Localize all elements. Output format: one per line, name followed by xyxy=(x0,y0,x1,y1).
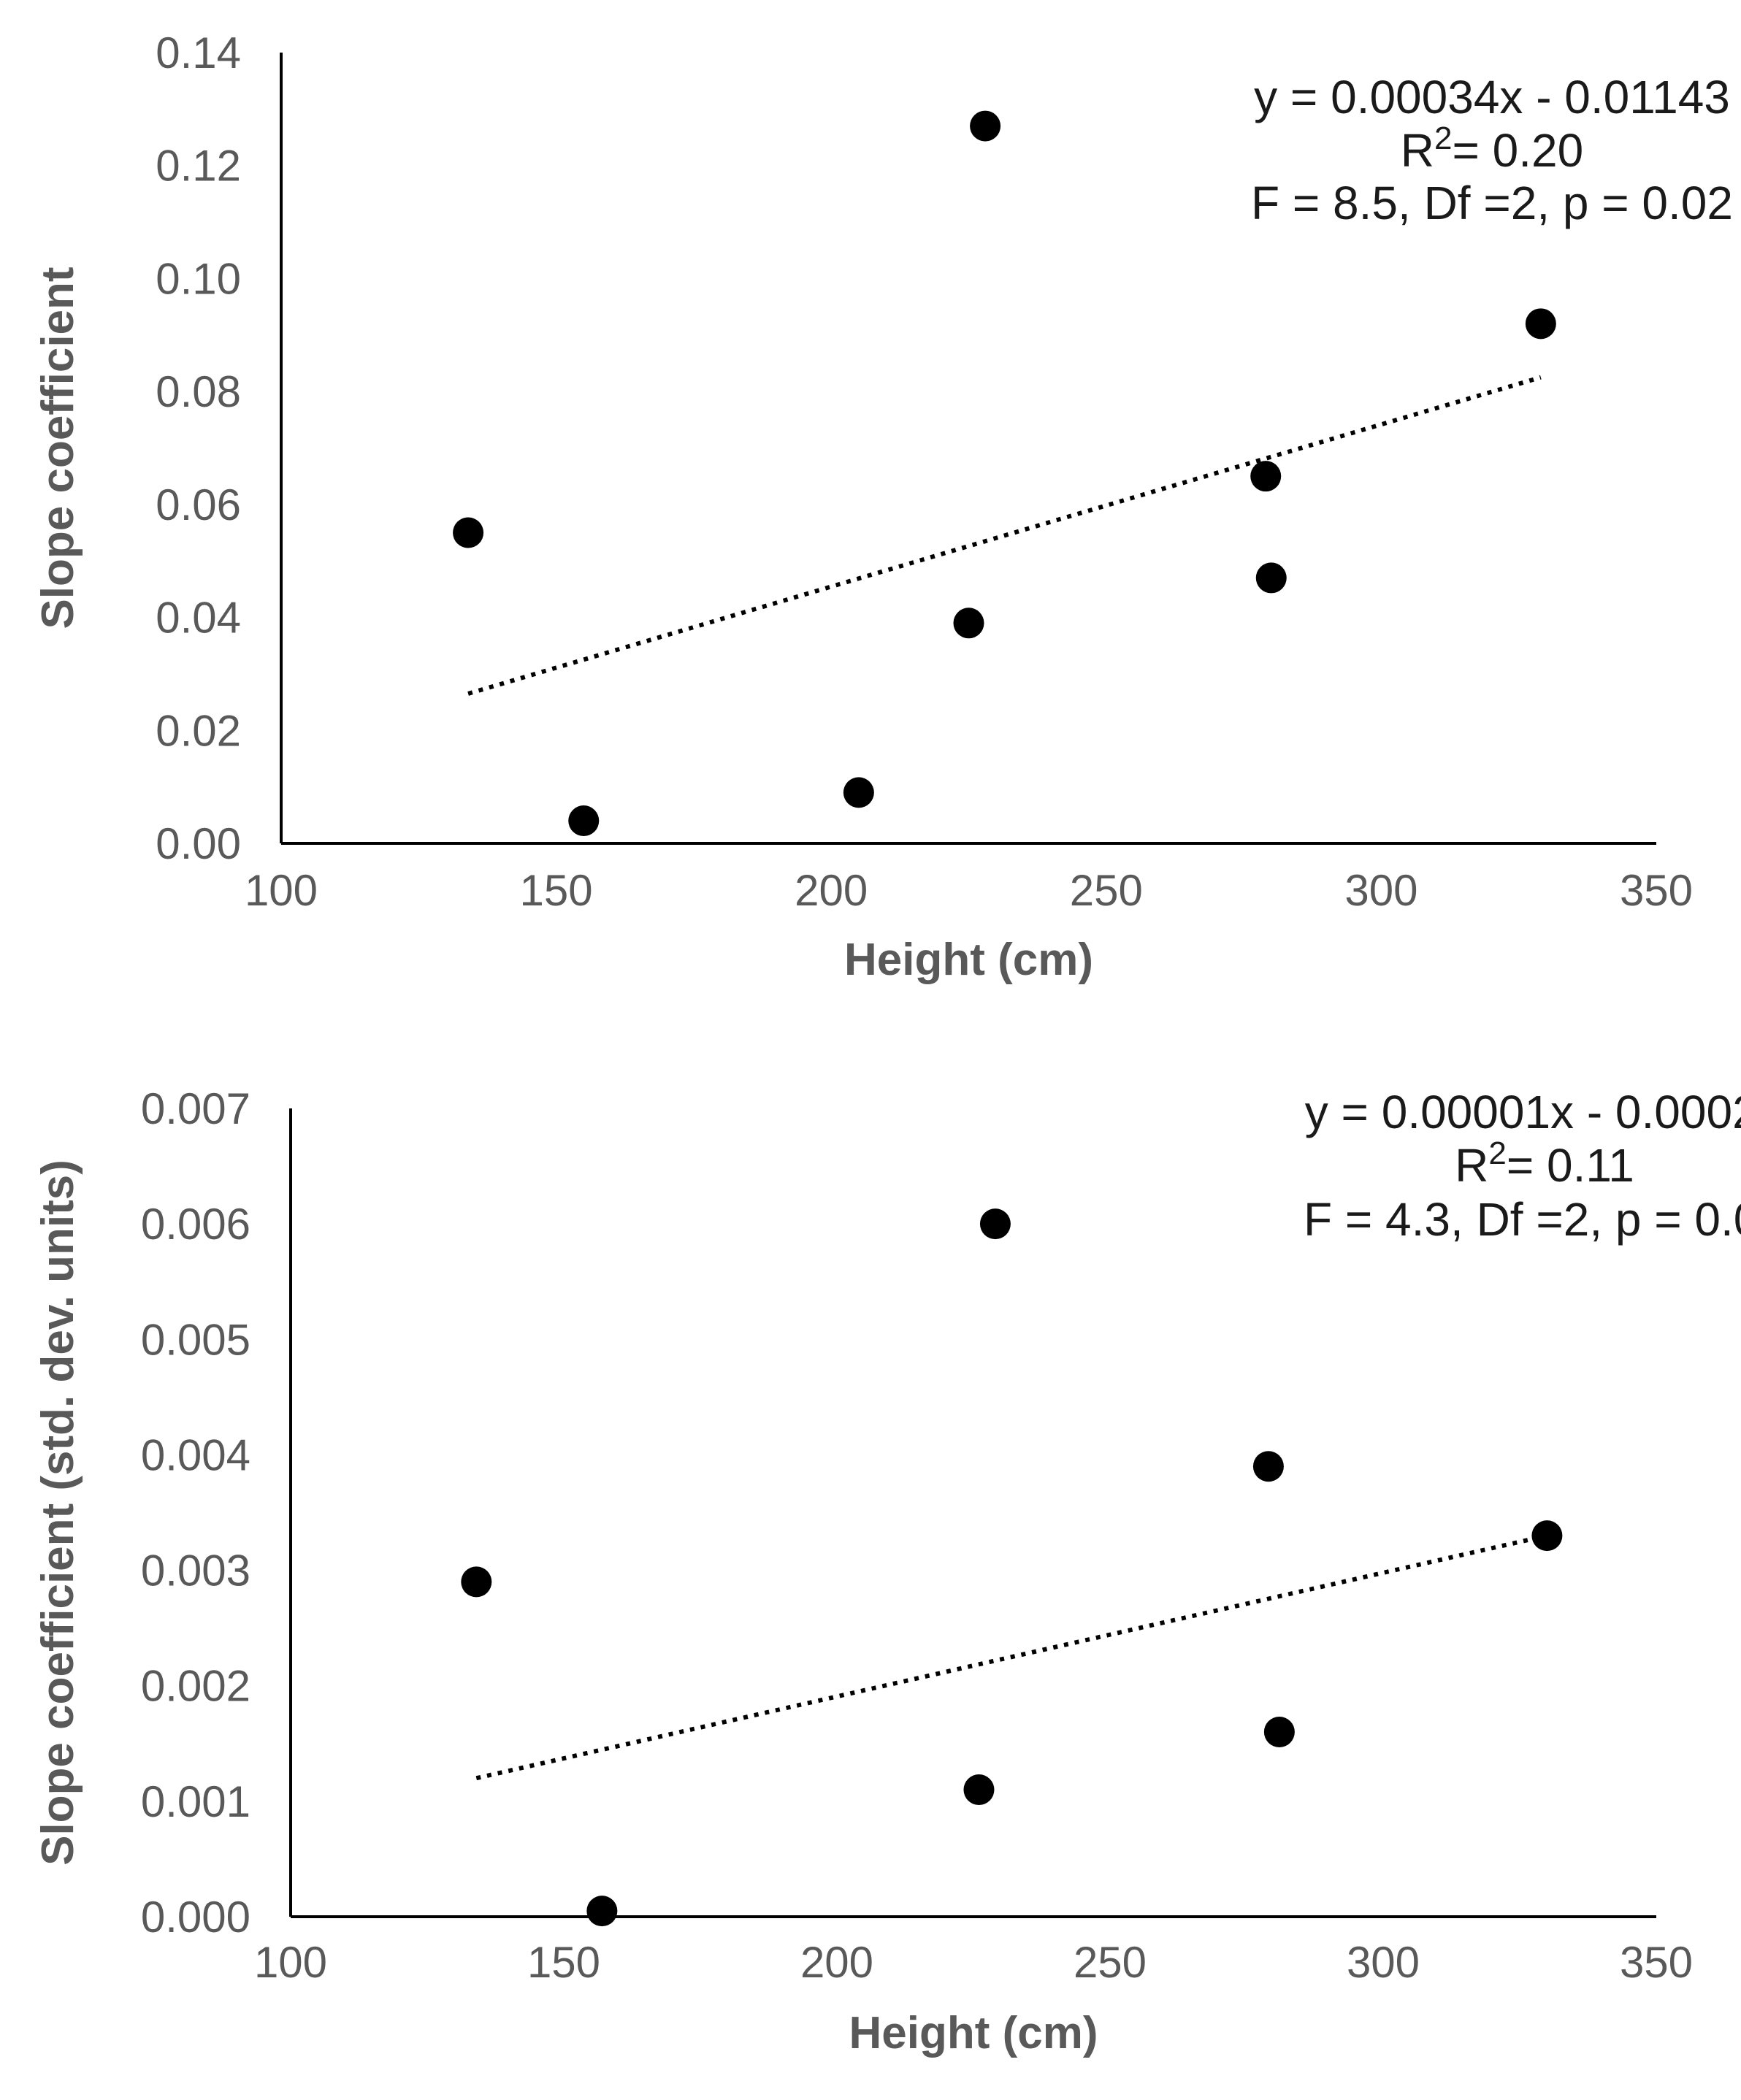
x-tick-label: 150 xyxy=(527,1938,600,1987)
regression-annotation-line: y = 0.00034x - 0.01143 xyxy=(1254,71,1730,123)
annotation-text: = 0.20 xyxy=(1452,124,1583,177)
x-tick-label: 350 xyxy=(1620,1938,1693,1987)
x-tick-label: 200 xyxy=(795,866,868,915)
data-point xyxy=(586,1896,618,1927)
x-tick-label: 150 xyxy=(520,866,593,915)
annotation-text: = 0.11 xyxy=(1507,1139,1634,1192)
x-tick-label: 250 xyxy=(1070,866,1143,915)
chart-2: 0.000 0.001 0.002 0.003 0.004 0.005 0.006 0.007… xyxy=(33,1084,1741,2058)
trendline xyxy=(467,375,1542,696)
y-tick-label: 0.06 xyxy=(156,480,241,529)
y-tick-label: 0.002 xyxy=(141,1662,250,1711)
annotation-text: F = 4.3, Df =2, p = 0.07 xyxy=(1304,1193,1741,1246)
data-point xyxy=(1525,308,1556,340)
data-point xyxy=(963,1774,995,1806)
x-tick-label: 200 xyxy=(800,1938,873,1987)
annotation-text: F = 8.5, Df =2, p = 0.02 xyxy=(1251,177,1733,229)
data-point xyxy=(453,517,484,548)
data-point xyxy=(953,608,984,639)
annotation-text: y = 0.00001x - 0.00021 xyxy=(1305,1086,1741,1138)
chart-1: 0.00 0.02 0.04 0.06 0.08 0.10 0.12 0.14 100 150 20… xyxy=(33,28,1733,985)
y-tick-label: 0.006 xyxy=(141,1200,250,1249)
annotation-text: R xyxy=(1401,124,1434,177)
x-tick-label: 300 xyxy=(1344,866,1417,915)
data-point xyxy=(1263,1716,1295,1747)
y-tick-label: 0.005 xyxy=(141,1315,250,1364)
y-tick-label: 0.003 xyxy=(141,1547,250,1595)
x-tick-label: 350 xyxy=(1620,866,1693,915)
regression-annotation-line: y = 0.00001x - 0.00021 xyxy=(1305,1086,1741,1138)
trendline xyxy=(475,1533,1548,1781)
data-point xyxy=(1252,1451,1284,1482)
data-point xyxy=(1250,461,1282,492)
superscript: 2 xyxy=(1488,1135,1506,1171)
y-tick-label: 0.007 xyxy=(141,1084,250,1133)
y-tick-label: 0.000 xyxy=(141,1893,250,1942)
y-axis-title: Slope coefficient (std. dev. units) xyxy=(33,1160,83,1866)
y-tick-label: 0.04 xyxy=(156,594,241,643)
x-axis-title: Height (cm) xyxy=(844,935,1093,985)
regression-annotation-line: F = 8.5, Df =2, p = 0.02 xyxy=(1251,177,1733,229)
y-tick-label: 0.08 xyxy=(156,367,241,416)
data-point xyxy=(568,805,600,837)
y-tick-label: 0.00 xyxy=(156,819,241,868)
data-point xyxy=(970,110,1001,142)
data-point xyxy=(461,1566,492,1598)
y-tick-label: 0.001 xyxy=(141,1777,250,1826)
x-axis-title: Height (cm) xyxy=(849,2008,1098,2058)
annotation-text: R xyxy=(1455,1139,1488,1192)
x-tick-label: 100 xyxy=(254,1938,327,1987)
annotation-text: y = 0.00034x - 0.01143 xyxy=(1254,71,1730,123)
y-tick-label: 0.12 xyxy=(156,142,241,191)
x-tick-label: 250 xyxy=(1074,1938,1147,1987)
regression-annotation-line: F = 4.3, Df =2, p = 0.07 xyxy=(1304,1193,1741,1246)
y-tick-label: 0.14 xyxy=(156,28,241,77)
data-point xyxy=(1255,562,1287,594)
y-tick-label: 0.004 xyxy=(141,1430,250,1479)
y-axis-title: Slope coefficient xyxy=(33,267,83,629)
x-tick-label: 100 xyxy=(245,866,318,915)
data-point xyxy=(1531,1520,1563,1552)
superscript: 2 xyxy=(1434,120,1452,156)
y-tick-label: 0.02 xyxy=(156,706,241,755)
regression-annotation-line: R2= 0.20 xyxy=(1401,120,1583,177)
y-tick-label: 0.10 xyxy=(156,254,241,303)
data-point xyxy=(979,1208,1011,1240)
data-point xyxy=(843,777,874,808)
regression-annotation-line: R2= 0.11 xyxy=(1455,1135,1634,1192)
x-tick-label: 300 xyxy=(1347,1938,1420,1987)
